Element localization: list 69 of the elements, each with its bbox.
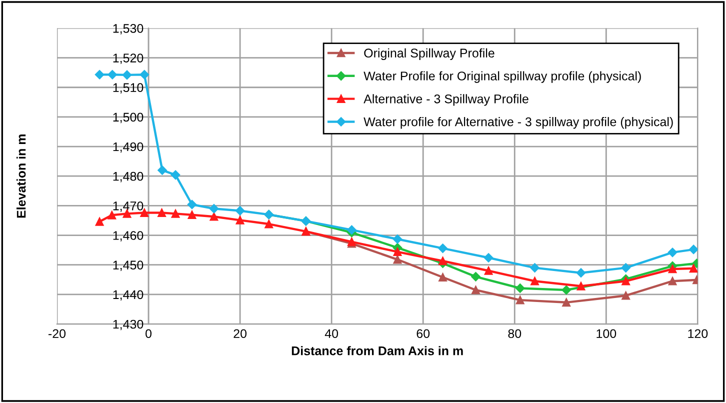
y-tick-label: 1,520 xyxy=(113,54,144,64)
point xyxy=(472,286,480,294)
point xyxy=(170,170,180,180)
legend-label: Water profile for Alternative - 3 spillway profile (physical) xyxy=(364,117,673,129)
point xyxy=(438,256,447,266)
x-tick-label: 80 xyxy=(508,329,522,338)
legend-label: Alternative - 3 Spillway Profile xyxy=(364,94,528,106)
x-tick-label: 0 xyxy=(146,329,152,338)
point xyxy=(95,217,104,226)
point xyxy=(530,276,539,286)
point xyxy=(158,166,167,175)
y-tick-label: 1,430 xyxy=(113,320,144,330)
x-tick-label: 120 xyxy=(688,329,708,338)
y-axis-title: Elevation in m xyxy=(16,134,26,218)
point xyxy=(140,70,150,80)
x-axis-title: Distance from Dam Axis in m xyxy=(292,346,463,356)
point xyxy=(516,284,525,293)
point xyxy=(108,210,116,220)
point xyxy=(393,248,402,256)
point xyxy=(688,244,698,254)
y-tick-label: 1,500 xyxy=(113,112,144,124)
point xyxy=(576,282,586,290)
point xyxy=(438,244,448,253)
point xyxy=(187,200,197,210)
point xyxy=(158,208,166,217)
point xyxy=(562,285,571,295)
point xyxy=(530,263,540,272)
x-tick-label: 60 xyxy=(416,329,430,338)
y-tick-label: 1,530 xyxy=(113,24,144,34)
point xyxy=(621,263,630,272)
point xyxy=(393,255,402,264)
point xyxy=(264,220,274,228)
point xyxy=(209,204,219,214)
point xyxy=(622,291,630,300)
point xyxy=(210,212,218,221)
legend-label: Original Spillway Profile xyxy=(364,48,494,60)
point xyxy=(108,70,117,80)
x-tick-label: 20 xyxy=(234,329,247,338)
point xyxy=(484,253,494,262)
x-tick-label: -20 xyxy=(48,329,66,338)
point xyxy=(392,234,402,244)
y-tick-label: 1,480 xyxy=(113,172,144,182)
x-tick-label: 40 xyxy=(324,329,338,338)
point xyxy=(94,70,104,80)
point xyxy=(668,276,677,286)
point xyxy=(438,273,447,282)
point xyxy=(484,266,493,275)
point xyxy=(516,296,524,304)
point xyxy=(188,210,196,220)
point xyxy=(689,264,698,273)
y-tick-label: 1,510 xyxy=(113,83,144,94)
point xyxy=(576,268,586,278)
point xyxy=(562,298,571,307)
point xyxy=(236,216,244,224)
point xyxy=(122,70,132,80)
point xyxy=(668,264,677,274)
point xyxy=(622,276,630,286)
point xyxy=(347,225,356,235)
y-tick-label: 1,470 xyxy=(113,201,144,212)
y-tick-label: 1,490 xyxy=(113,142,144,153)
point xyxy=(235,206,245,216)
legend-label: Water Profile for Original spillway profile (physical) xyxy=(364,71,641,83)
point xyxy=(171,210,180,218)
y-tick-label: 1,450 xyxy=(113,260,144,271)
y-tick-label: 1,440 xyxy=(113,290,144,301)
y-tick-label: 1,460 xyxy=(113,231,144,242)
point xyxy=(471,272,480,282)
point xyxy=(668,248,678,258)
x-tick-label: 100 xyxy=(596,329,616,338)
